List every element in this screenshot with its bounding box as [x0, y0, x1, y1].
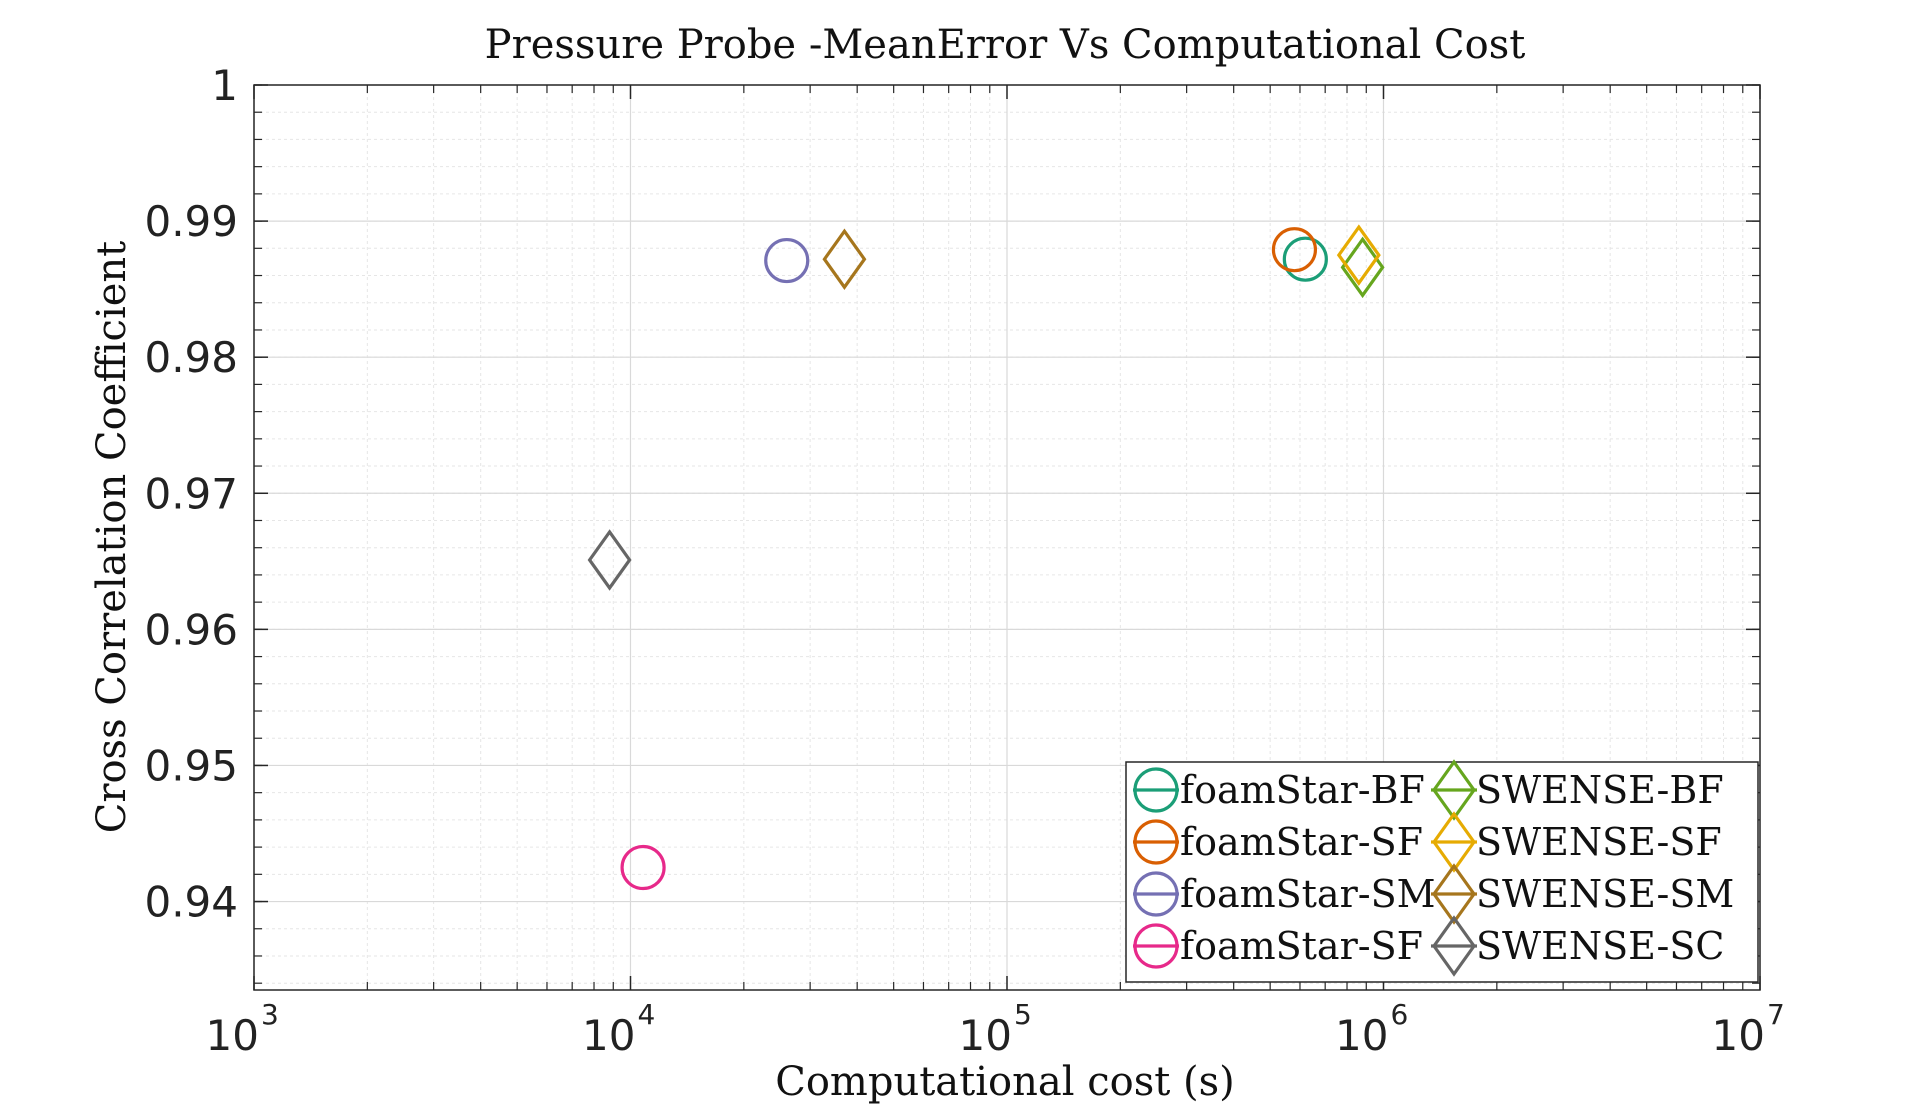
legend-label: SWENSE-BF [1476, 768, 1724, 812]
y-tick-label: 0.97 [144, 469, 238, 518]
data-point-circle [1282, 236, 1328, 282]
data-point-diamond [1336, 224, 1381, 286]
legend-item: foamStar-SM [1133, 871, 1436, 917]
y-tick-labels: 0.94 0.95 0.96 0.97 0.98 0.99 1 [144, 61, 238, 927]
x-tick-label: 10 3 [206, 998, 279, 1060]
legend-label: SWENSE-SF [1476, 820, 1722, 864]
legend-label: foamStar-BF [1180, 768, 1425, 812]
x-tick-label: 10 5 [959, 998, 1032, 1060]
x-tick-base: 10 [959, 1011, 1012, 1060]
legend-item: SWENSE-BF [1431, 759, 1724, 821]
x-tick-base: 10 [206, 1011, 259, 1060]
y-tick-label: 0.96 [144, 605, 238, 654]
data-point-circle [620, 844, 666, 891]
legend-item: foamStar-SF [1133, 819, 1423, 865]
x-tick-base: 10 [1712, 1011, 1765, 1060]
data-point-circle [764, 237, 810, 284]
data-point-diamond [587, 529, 632, 591]
data-points [587, 224, 1385, 891]
legend-label: SWENSE-SC [1476, 924, 1725, 968]
legend-marker-diamond [1432, 811, 1476, 873]
y-tick-label: 0.94 [144, 878, 238, 927]
legend-label: SWENSE-SM [1476, 872, 1734, 916]
x-tick-exponent: 5 [1014, 998, 1032, 1031]
data-point-circle [1271, 227, 1318, 273]
legend: foamStar-BF foamStar-SF foamStar-SM foamSta… [1125, 759, 1759, 983]
data-point-diamond [822, 228, 867, 290]
y-tick-label: 0.98 [144, 333, 238, 382]
legend-item: SWENSE-SC [1431, 915, 1725, 977]
x-tick-exponent: 7 [1767, 998, 1785, 1031]
x-tick-labels: 10 3 10 4 10 5 10 6 10 7 [206, 998, 1785, 1060]
x-tick-base: 10 [1335, 1011, 1388, 1060]
legend-label: foamStar-SF [1180, 820, 1423, 864]
x-tick-label: 10 7 [1712, 998, 1785, 1060]
x-tick-base: 10 [582, 1011, 635, 1060]
x-tick-exponent: 3 [261, 998, 279, 1031]
y-tick-label: 0.95 [144, 741, 238, 790]
legend-label: foamStar-SM [1180, 872, 1436, 916]
legend-item: foamStar-SF [1133, 923, 1423, 969]
y-axis-label: Cross Correlation Coefficient [89, 241, 135, 834]
legend-label: foamStar-SF [1180, 924, 1423, 968]
x-axis-label: Computational cost (s) [775, 1059, 1235, 1105]
y-tick-label: 0.99 [144, 197, 238, 246]
x-tick-exponent: 6 [1391, 998, 1409, 1031]
legend-item: SWENSE-SM [1431, 863, 1734, 925]
x-tick-label: 10 6 [1335, 998, 1408, 1060]
legend-item: foamStar-BF [1133, 767, 1425, 813]
legend-marker-diamond [1432, 759, 1476, 821]
chart-title: Pressure Probe -MeanError Vs Computation… [485, 22, 1526, 68]
legend-marker-diamond [1432, 915, 1476, 977]
x-tick-label: 10 4 [582, 998, 655, 1060]
legend-marker-diamond [1432, 863, 1476, 925]
x-tick-exponent: 4 [638, 998, 656, 1031]
y-tick-label: 1 [211, 61, 238, 110]
legend-item: SWENSE-SF [1431, 811, 1722, 873]
